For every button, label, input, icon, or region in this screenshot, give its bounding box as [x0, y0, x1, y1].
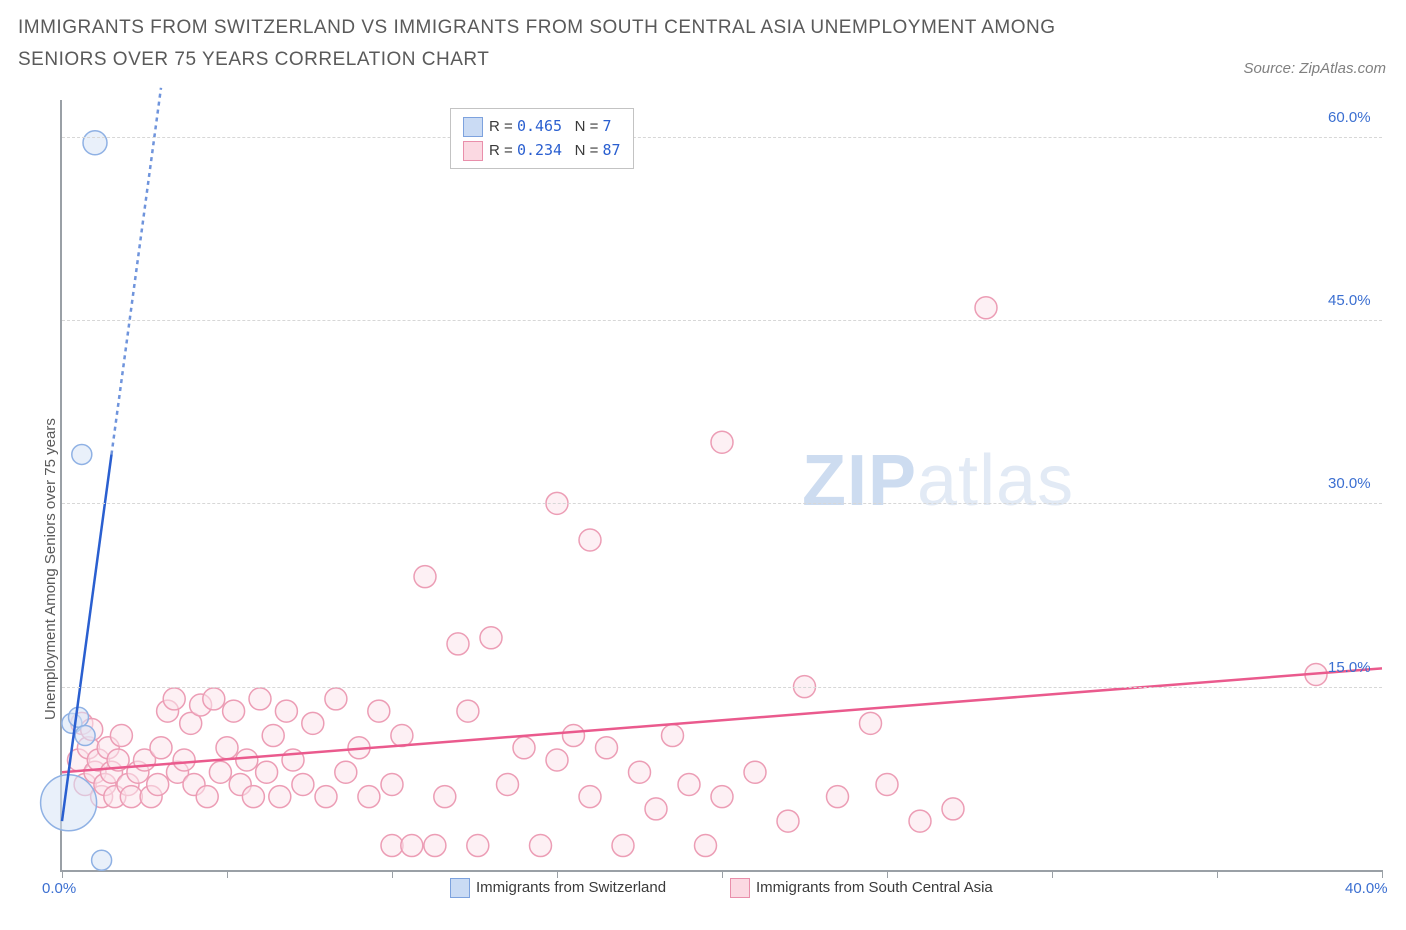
y-tick-label: 60.0% [1328, 109, 1371, 126]
legend-row: R = 0.465 N = 7 [463, 115, 621, 139]
x-axis-min-label: 0.0% [42, 880, 76, 897]
chart-plot-area: ZIPatlas [60, 100, 1382, 872]
x-tick [392, 870, 393, 878]
legend-row: R = 0.234 N = 87 [463, 139, 621, 163]
x-tick [887, 870, 888, 878]
x-tick [557, 870, 558, 878]
grid-line [62, 320, 1382, 321]
y-tick-label: 30.0% [1328, 475, 1371, 492]
legend-item-south-central-asia: Immigrants from South Central Asia [730, 878, 993, 898]
x-tick [722, 870, 723, 878]
x-tick [62, 870, 63, 878]
source-credit: Source: ZipAtlas.com [1243, 60, 1386, 77]
legend-item-switzerland: Immigrants from Switzerland [450, 878, 666, 898]
x-tick [1382, 870, 1383, 878]
y-tick-label: 45.0% [1328, 292, 1371, 309]
x-axis-max-label: 40.0% [1345, 880, 1388, 897]
grid-line [62, 503, 1382, 504]
correlation-legend: R = 0.465 N = 7R = 0.234 N = 87 [450, 108, 634, 169]
y-axis-label: Unemployment Among Seniors over 75 years [42, 418, 59, 720]
grid-line [62, 137, 1382, 138]
chart-svg [62, 100, 1382, 870]
x-tick [1052, 870, 1053, 878]
x-tick [1217, 870, 1218, 878]
x-tick [227, 870, 228, 878]
grid-line [62, 687, 1382, 688]
y-tick-label: 15.0% [1328, 659, 1371, 676]
chart-title: IMMIGRANTS FROM SWITZERLAND VS IMMIGRANT… [18, 12, 1098, 77]
